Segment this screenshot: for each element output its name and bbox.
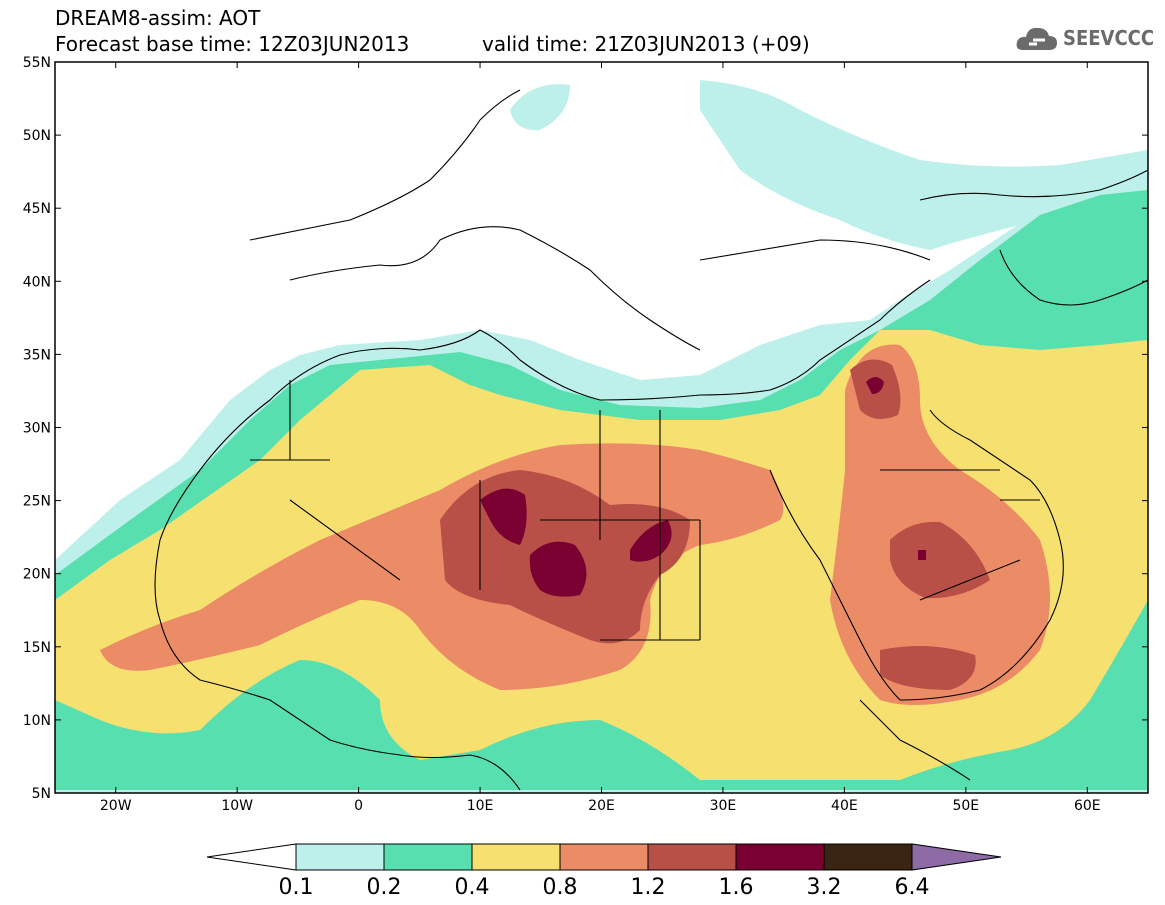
lon-tick-label: 10E: [467, 798, 494, 814]
colorbar-label: 0.2: [367, 875, 402, 900]
lat-tick-label: 30N: [23, 421, 51, 437]
colorbar-segment: [471, 843, 561, 871]
lat-tick-label: 50N: [23, 128, 51, 144]
colorbar-label: 0.4: [455, 875, 490, 900]
lon-tick-label: 10W: [221, 798, 253, 814]
colorbar-label: 0.8: [543, 875, 578, 900]
chart-title: DREAM8-assim: AOT: [55, 6, 261, 30]
colorbar-label: 1.2: [631, 875, 666, 900]
colorbar-label: 6.4: [895, 875, 930, 900]
lat-tick-label: 5N: [32, 786, 51, 802]
seevccc-logo: [1015, 22, 1155, 58]
colorbar-label: 0.1: [279, 875, 314, 900]
lat-tick-label: 35N: [23, 347, 51, 363]
coastlines: [154, 89, 1148, 791]
colorbar-segment: [823, 843, 913, 871]
lon-tick-label: 20E: [588, 798, 615, 814]
cloud-icon: [1016, 27, 1057, 50]
lat-tick-label: 25N: [23, 494, 51, 510]
colorbar-segment: [295, 843, 385, 871]
colorbar-low-arrow: [206, 843, 297, 871]
valid-time: valid time: 21Z03JUN2013 (+09): [482, 32, 810, 56]
lat-tick-label: 40N: [23, 274, 51, 290]
colorbar-segment: [735, 843, 825, 871]
colorbar-label: 3.2: [807, 875, 842, 900]
lat-tick-label: 10N: [23, 713, 51, 729]
lon-tick-label: 30E: [710, 798, 737, 814]
lat-tick-label: 15N: [23, 640, 51, 656]
colorbar-high-arrow: [911, 843, 1002, 871]
lon-tick-label: 0: [354, 798, 363, 814]
colorbar-segment: [383, 843, 473, 871]
colorbar-segment: [647, 843, 737, 871]
colorbar-segment: [559, 843, 649, 871]
lon-tick-label: 40E: [831, 798, 858, 814]
colorbar: 0.1 0.2 0.4 0.8 1.2 1.6 3.2 6.4: [206, 843, 1002, 900]
colorbar-label: 1.6: [719, 875, 754, 900]
lat-tick-label: 55N: [23, 55, 51, 71]
lon-tick-label: 50E: [952, 798, 979, 814]
lon-tick-label: 60E: [1074, 798, 1101, 814]
logo-text: SEEVCCC: [1063, 26, 1155, 50]
aot-band-1.6: [480, 377, 926, 597]
lat-tick-label: 20N: [23, 567, 51, 583]
latitude-axis: 55N 50N 45N 40N 35N 30N 25N 20N 15N 10N 5N: [23, 55, 1148, 802]
longitude-axis: 20W 10W 0 10E 20E 30E 40E 50E 60E: [100, 62, 1101, 814]
lon-tick-label: 20W: [100, 798, 132, 814]
forecast-base-time: Forecast base time: 12Z03JUN2013: [55, 32, 410, 56]
lat-tick-label: 45N: [23, 201, 51, 217]
